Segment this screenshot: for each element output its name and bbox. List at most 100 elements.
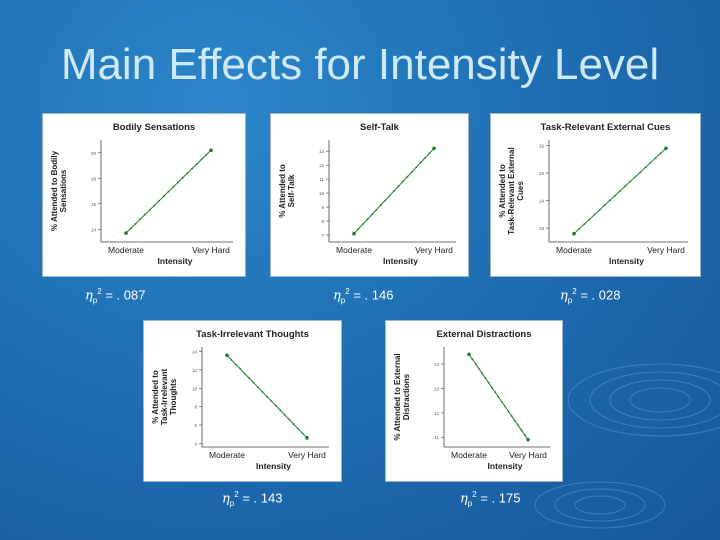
y-tick-label: 12 (434, 411, 440, 416)
effect-size-label-2: ηp2 = . 028 (560, 287, 621, 305)
y-axis-label: Sensations (59, 169, 68, 212)
series-dot (261, 391, 264, 393)
x-tick-label: Very Hard (415, 245, 453, 255)
series-dot (497, 396, 500, 398)
y-tick-label: 9 (321, 205, 324, 210)
y-tick-label: 14 (91, 227, 97, 232)
slide-title: Main Effects for Intensity Level (60, 40, 660, 89)
y-axis-label: Task-Relevant External (507, 147, 516, 234)
series-dot (239, 368, 242, 370)
series-dot (181, 176, 184, 179)
series-dot (397, 185, 400, 188)
series-dot (487, 381, 490, 384)
series-dot (139, 218, 142, 221)
series-dot (494, 391, 497, 394)
y-axis-label: Task-Irrelevant (160, 369, 169, 426)
series-dot (153, 204, 156, 207)
data-point (572, 231, 576, 236)
y-tick-label: 7 (321, 233, 324, 238)
series-dot (257, 386, 260, 389)
chart-title: Bodily Sensations (113, 122, 195, 133)
series-dot (578, 228, 581, 230)
series-dot (500, 400, 503, 403)
x-tick-label: Moderate (451, 450, 487, 460)
effect-size-label-0: ηp2 = . 087 (85, 287, 146, 305)
data-point (526, 437, 530, 442)
series-dot (424, 156, 427, 159)
series-dot (384, 199, 387, 202)
series-dot (248, 377, 251, 380)
series-dot (283, 413, 286, 416)
y-tick-label: 6 (194, 423, 197, 428)
series-dot (481, 372, 484, 375)
y-tick-label: 11 (319, 177, 324, 182)
series-dot (410, 171, 413, 173)
x-tick-label: Moderate (108, 245, 144, 255)
chart-task-relevant-external-cues: Task-Relevant External Cues % Attended to… (490, 113, 701, 277)
series-dot (593, 213, 596, 216)
chart-bodily-sensations: Bodily Sensations % Attended to Bodily Sen… (42, 113, 246, 277)
y-tick-label: 18 (91, 176, 97, 181)
series-dot (513, 419, 516, 422)
y-axis-label: Self-Talk (287, 174, 296, 207)
series-dot (484, 377, 487, 379)
effect-size-label-4: ηp2 = . 175 (460, 490, 521, 508)
series-dot (520, 429, 523, 432)
series-dot (366, 218, 369, 221)
series-dot (297, 427, 300, 430)
x-axis-label: Intensity (488, 461, 523, 471)
series-dot (598, 209, 601, 211)
series-dot (654, 156, 657, 159)
series-dot (388, 194, 391, 197)
y-tick-label: 14 (434, 362, 440, 367)
data-point (432, 146, 436, 151)
series-dot (370, 213, 373, 216)
series-dot (639, 171, 642, 173)
effect-size-label-1: ηp2 = . 146 (333, 287, 394, 305)
series-dot (357, 227, 360, 230)
series-dot (158, 199, 160, 202)
y-tick-label: 11 (434, 435, 439, 440)
series-dot (504, 405, 506, 408)
series-dot (274, 404, 277, 407)
series-dot (624, 185, 627, 188)
y-axis-label: Thoughts (169, 378, 178, 415)
series-dot (629, 180, 632, 183)
series-dot (471, 358, 474, 360)
series-dot (583, 223, 586, 226)
y-tick-label: 13 (539, 226, 545, 231)
series-dot (195, 163, 198, 165)
chart-task-irrelevant-thoughts: Task-Irrelevant Thoughts% Attended to Tas… (143, 320, 342, 482)
chart-title: Self-Talk (360, 122, 400, 133)
data-point (664, 146, 668, 151)
series-dot (172, 186, 175, 188)
x-tick-label: Very Hard (192, 245, 230, 255)
y-tick-label: 8 (194, 405, 197, 410)
chart-self-talk: Self-Talk% Attended to Self-Talk 7 8 9 10 11 12… (270, 113, 469, 277)
y-tick-label: 10 (192, 386, 198, 391)
series-dot (613, 194, 616, 197)
y-axis-label: % Attended to External (393, 353, 402, 440)
y-tick-label: 10 (319, 191, 325, 196)
data-point (467, 352, 471, 357)
x-tick-label: Moderate (209, 450, 245, 460)
x-tick-label: Moderate (556, 245, 592, 255)
series-dot (491, 386, 493, 389)
series-dot (401, 180, 404, 183)
y-tick-label: 12 (319, 163, 325, 168)
y-tick-label: 8 (321, 219, 324, 224)
x-tick-label: Very Hard (647, 245, 685, 255)
series-dot (659, 152, 662, 154)
y-axis-label: % Attended to (498, 164, 507, 218)
chart-external-distractions: External Distractions % Attended to Exter… (385, 320, 563, 482)
series-dot (270, 400, 273, 403)
x-axis-label: Intensity (256, 461, 291, 471)
y-tick-label: 12 (192, 368, 198, 373)
series-dot (162, 195, 165, 198)
y-tick-label: 16 (91, 202, 97, 207)
series-dot (649, 161, 652, 164)
data-point (124, 231, 128, 235)
x-tick-label: Moderate (336, 245, 372, 255)
x-axis-label: Intensity (383, 256, 418, 266)
y-tick-label: 20 (91, 151, 97, 156)
